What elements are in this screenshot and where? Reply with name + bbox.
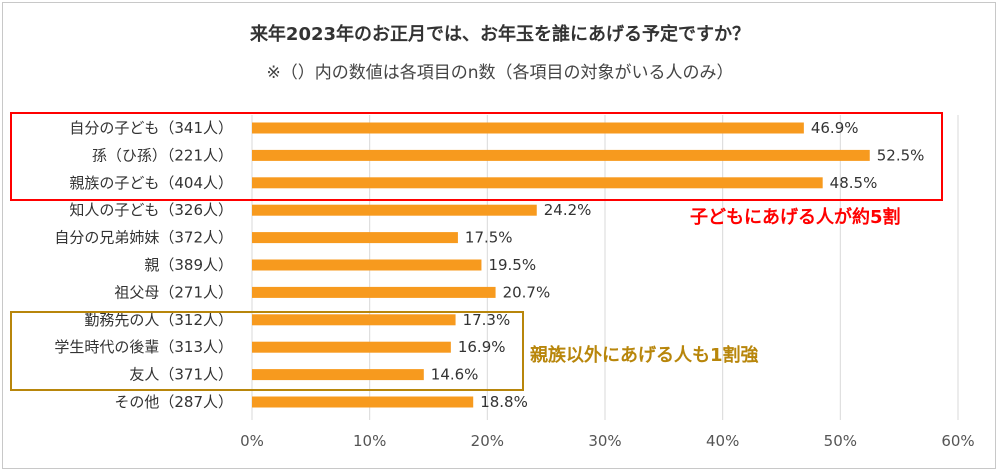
chart-title: 来年2023年のお正月では、お年玉を誰にあげる予定ですか？ bbox=[249, 24, 751, 45]
chart-subtitle: ※（）内の数値は各項目のn数（各項目の対象がいる人のみ） bbox=[266, 63, 734, 83]
bar bbox=[252, 149, 870, 161]
value-label: 48.5% bbox=[830, 174, 878, 192]
children-highlight-box bbox=[10, 112, 943, 201]
bar bbox=[252, 232, 458, 244]
bar bbox=[252, 204, 537, 216]
value-label: 17.3% bbox=[463, 311, 511, 329]
value-label: 17.5% bbox=[465, 229, 513, 247]
category-label: 知人の子ども（326人） bbox=[69, 201, 233, 219]
bar bbox=[252, 122, 804, 134]
bar bbox=[252, 286, 496, 298]
category-label: 祖父母（271人） bbox=[114, 283, 233, 301]
value-label: 16.9% bbox=[458, 338, 506, 356]
category-label: 親（389人） bbox=[144, 256, 233, 274]
category-label: その他（287人） bbox=[114, 393, 233, 411]
x-tick-label: 40% bbox=[706, 432, 739, 450]
value-label: 46.9% bbox=[811, 119, 859, 137]
category-label: 自分の子ども（341人） bbox=[69, 119, 233, 137]
bar bbox=[252, 369, 424, 381]
category-label: 友人（371人） bbox=[129, 366, 233, 384]
x-tick-label: 10% bbox=[353, 432, 386, 450]
value-label: 24.2% bbox=[544, 201, 592, 219]
non-relatives-highlight-box bbox=[10, 311, 524, 391]
category-label: 親族の子ども（404人） bbox=[69, 174, 233, 192]
value-label: 52.5% bbox=[877, 146, 925, 164]
value-label: 14.6% bbox=[431, 366, 479, 384]
bar bbox=[252, 177, 823, 189]
non-relatives-annotation: 親族以外にあげる人も1割強 bbox=[530, 345, 759, 366]
value-label: 18.8% bbox=[480, 393, 528, 411]
value-label: 19.5% bbox=[488, 256, 536, 274]
x-tick-label: 20% bbox=[471, 432, 504, 450]
bar bbox=[252, 259, 482, 271]
category-label: 学生時代の後輩（313人） bbox=[54, 338, 233, 356]
category-label: 勤務先の人（312人） bbox=[84, 311, 233, 329]
children-annotation: 子どもにあげる人が約5割 bbox=[690, 207, 901, 228]
x-tick-label: 50% bbox=[824, 432, 857, 450]
bar bbox=[252, 314, 456, 326]
x-tick-label: 30% bbox=[588, 432, 621, 450]
x-tick-label: 60% bbox=[941, 432, 974, 450]
category-label: 孫（ひ孫）（221人） bbox=[92, 146, 233, 164]
category-label: 自分の兄弟姉妹（372人） bbox=[54, 229, 233, 247]
x-tick-label: 0% bbox=[240, 432, 264, 450]
value-label: 20.7% bbox=[503, 283, 551, 301]
bar bbox=[252, 341, 451, 353]
bar bbox=[252, 396, 474, 408]
